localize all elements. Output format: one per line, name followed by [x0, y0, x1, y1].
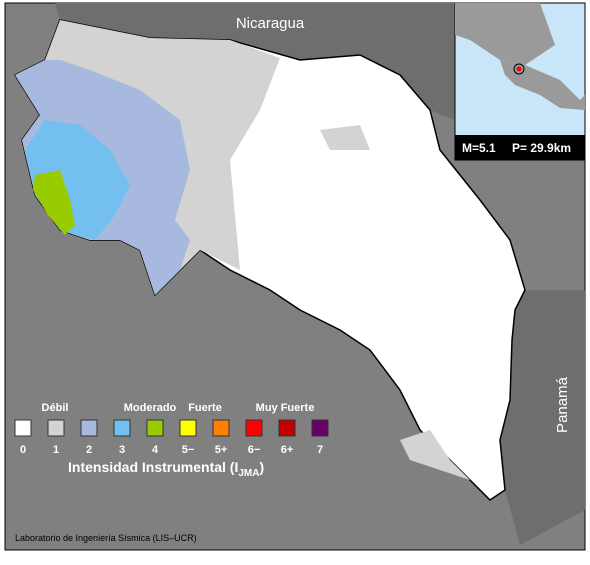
legend-label: 5+: [215, 444, 228, 456]
legend-title-end: ): [259, 459, 264, 475]
legend-swatch: [212, 419, 230, 437]
intensity-4-zone: [33, 170, 75, 235]
legend-title-main: Intensidad Instrumental (I: [68, 459, 238, 475]
legend-swatch: [245, 419, 263, 437]
magnitude: M=5.1: [462, 141, 496, 155]
legend: Débil Moderado Fuerte Muy Fuerte 0 1 2 3 4 5− 5+ 6−…: [14, 402, 329, 456]
legend-label: 6−: [248, 444, 261, 456]
legend-label: 1: [53, 444, 59, 456]
inset-info-bar: [455, 135, 585, 160]
legend-swatch: [47, 419, 65, 437]
legend-title-sub: JMA: [238, 468, 259, 479]
nicaragua-land: [55, 3, 455, 120]
legend-swatch: [179, 419, 197, 437]
legend-group: Fuerte: [188, 402, 222, 414]
legend-swatch: [14, 419, 32, 437]
epicenter: [516, 66, 522, 72]
legend-label: 0: [20, 444, 26, 456]
legend-label: 6+: [281, 444, 294, 456]
inset-land: [500, 60, 585, 110]
intensity-1-zone: [400, 430, 470, 480]
intensity-1-zone: [320, 125, 370, 150]
legend-group: Débil: [42, 402, 69, 414]
legend-swatch: [113, 419, 131, 437]
legend-label: 5−: [182, 444, 195, 456]
credit: Laboratorio de Ingeniería Sísmica (LIS–U…: [15, 533, 197, 543]
legend-swatch: [278, 419, 296, 437]
epicenter-ring: [513, 63, 525, 75]
legend-swatch: [146, 419, 164, 437]
legend-label: 3: [119, 444, 125, 456]
panama-land: [500, 290, 585, 545]
legend-swatch: [311, 419, 329, 437]
legend-label: 7: [317, 444, 323, 456]
legend-label: 4: [152, 444, 159, 456]
inset-land: [455, 3, 555, 65]
legend-title: Intensidad Instrumental (IJMA): [68, 459, 264, 479]
legend-swatch: [80, 419, 98, 437]
legend-label: 2: [86, 444, 92, 456]
country-label: Nicaragua: [236, 15, 305, 32]
depth: P= 29.9km: [512, 141, 571, 155]
country-label: Panamá: [554, 376, 571, 433]
legend-group: Muy Fuerte: [256, 402, 315, 414]
legend-group: Moderado: [124, 402, 177, 414]
